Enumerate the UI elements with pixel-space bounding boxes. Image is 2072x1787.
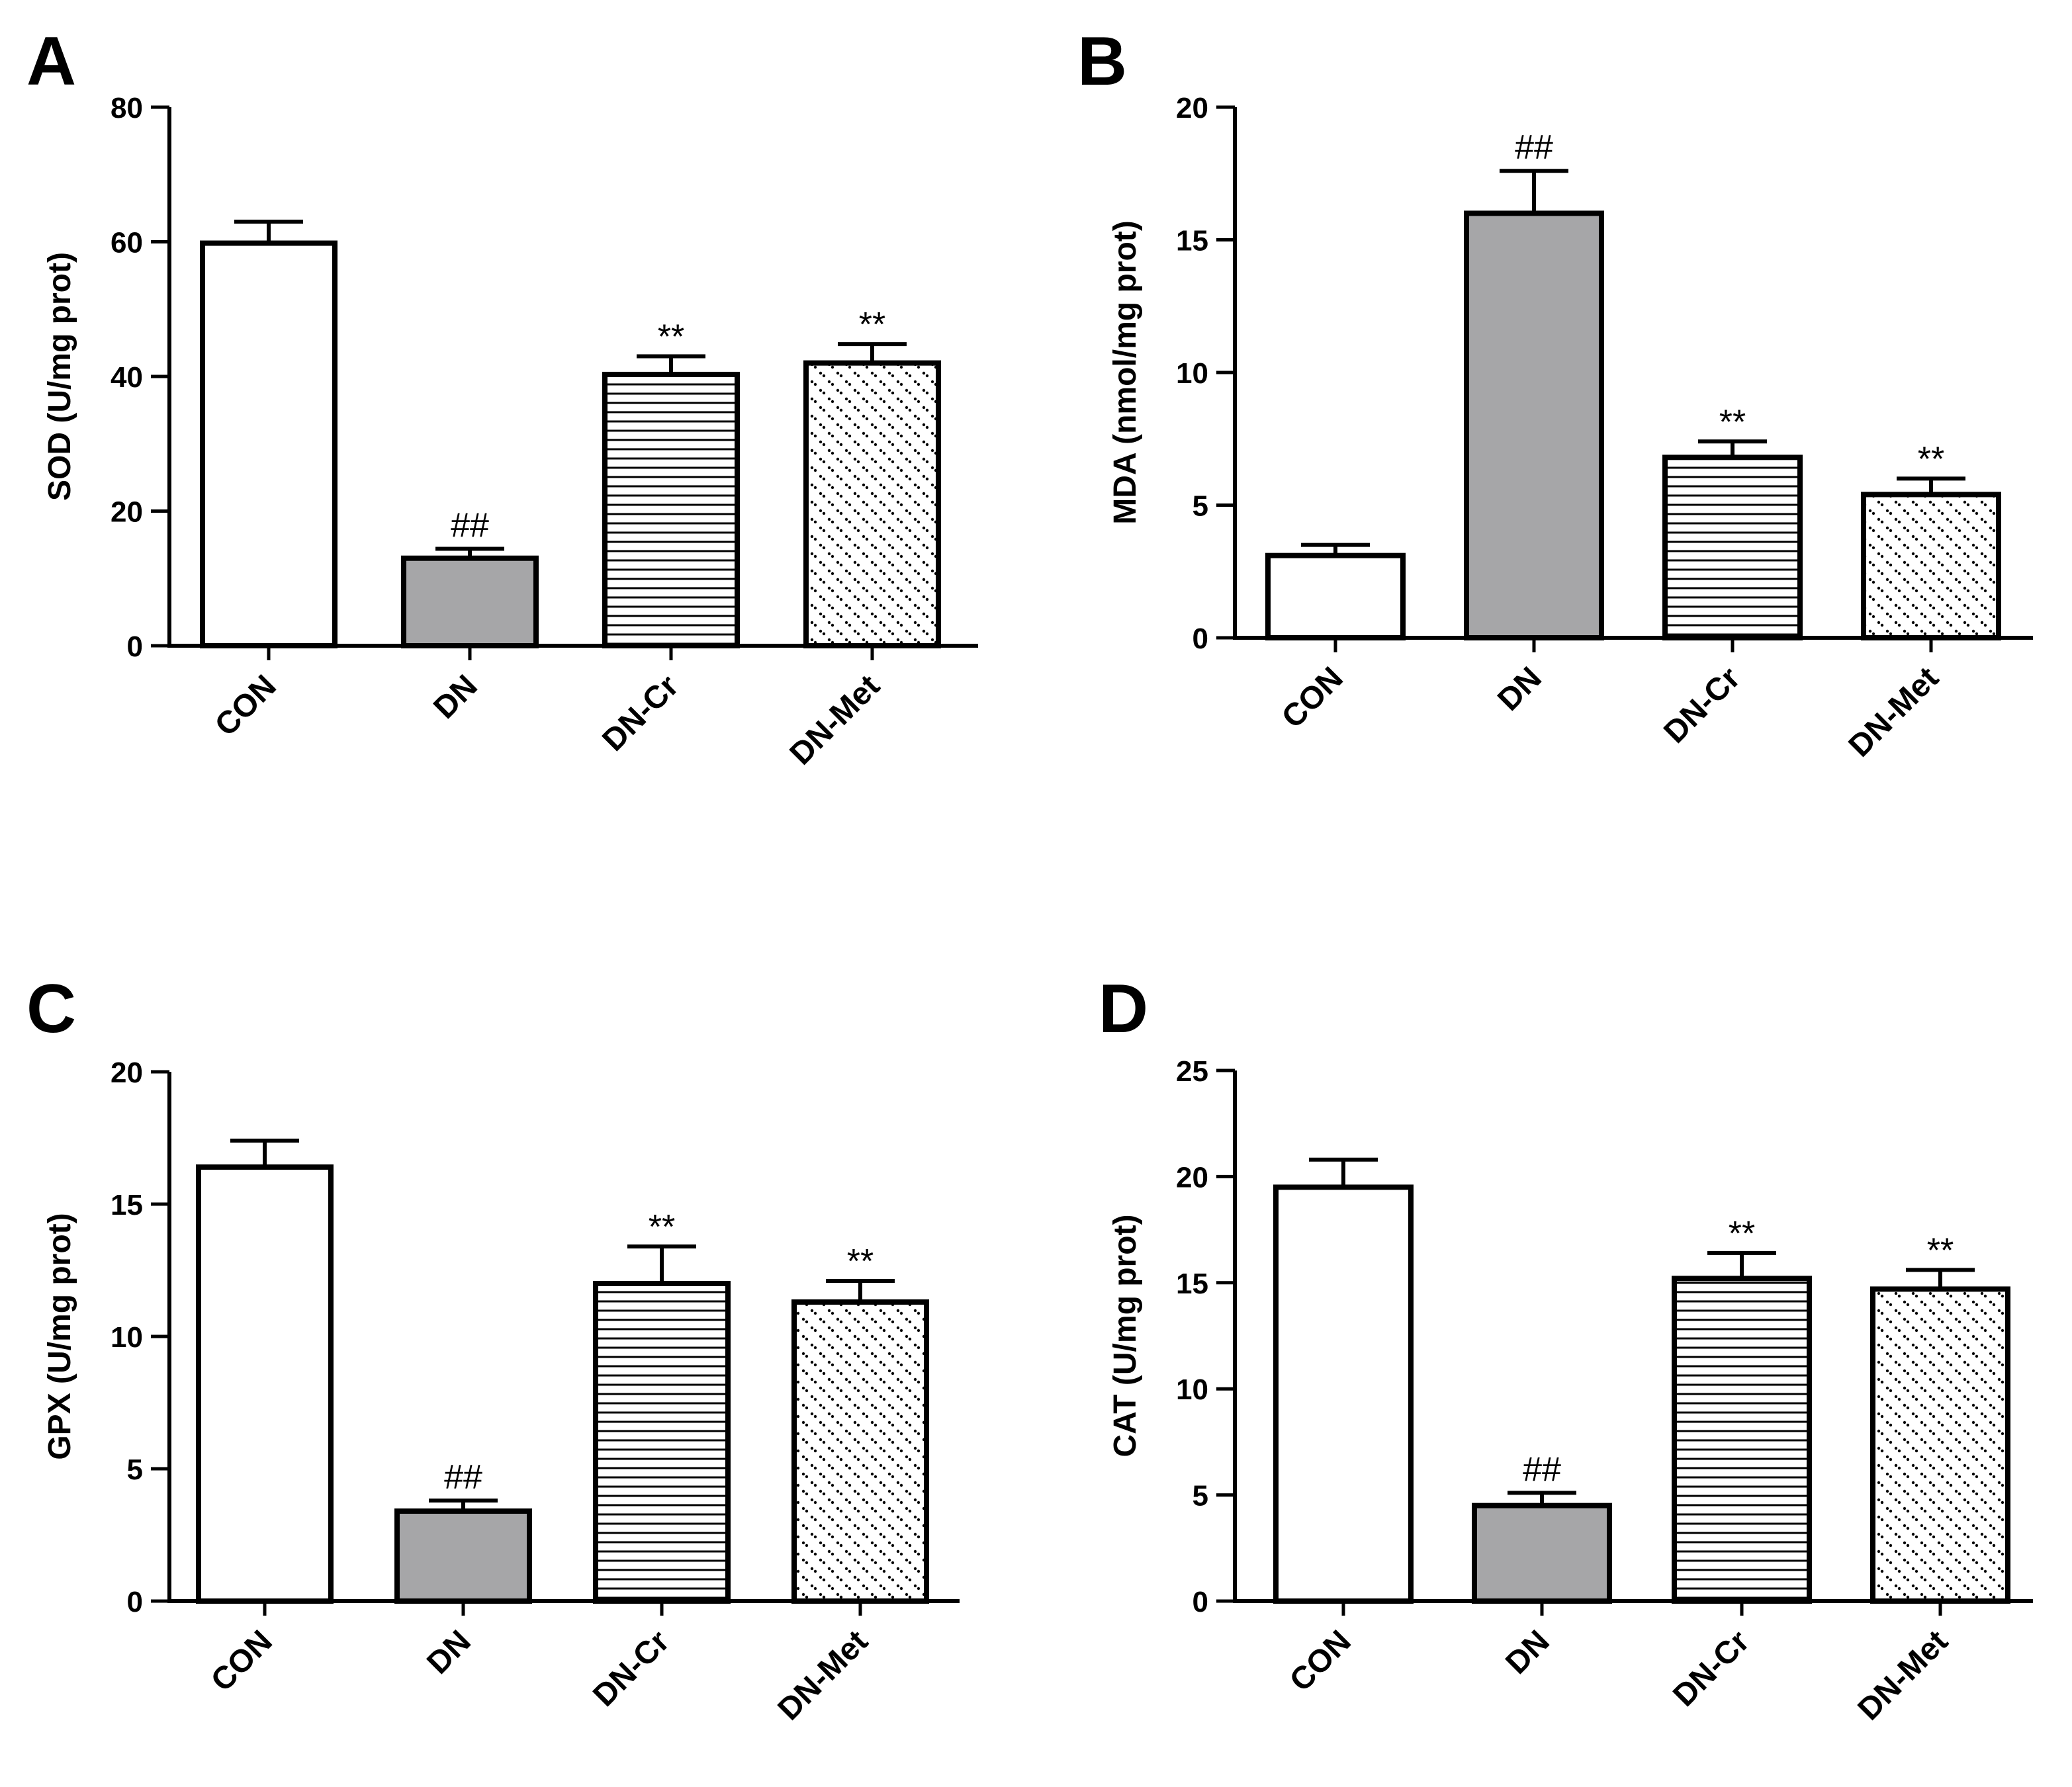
bar-dn-cr — [602, 371, 740, 648]
bar-dn-met — [803, 360, 941, 649]
x-category-label: CON — [204, 1624, 279, 1698]
significance-stars: ** — [1729, 1215, 1755, 1253]
significance-stars: ** — [1918, 440, 1944, 478]
y-tick-label: 20 — [1176, 1161, 1208, 1194]
significance-stars: ** — [859, 306, 885, 344]
x-category-label: DN — [1499, 1624, 1556, 1680]
y-tick-label: 0 — [1193, 623, 1208, 655]
significance-hash: ## — [444, 1458, 482, 1497]
y-tick-label: 15 — [1176, 225, 1208, 257]
significance-stars: ** — [1927, 1232, 1954, 1270]
y-tick-label: 15 — [1176, 1268, 1208, 1300]
x-category-label: CON — [1275, 660, 1350, 735]
y-axis-title: CAT (U/mg prot) — [1108, 1214, 1143, 1457]
bar-dn-met — [791, 1299, 929, 1604]
y-tick-label: 40 — [111, 361, 143, 394]
y-tick-label: 0 — [1193, 1586, 1208, 1618]
bar-dn — [1464, 210, 1604, 640]
panel-d: D 0 5 10 15 20 25 CAT (U/mg prot) CON ## DN ** DN-Cr… — [1099, 971, 2033, 1727]
significance-stars: ** — [649, 1208, 675, 1246]
y-tick-label: 0 — [127, 1586, 143, 1618]
x-category-label: CON — [208, 668, 283, 743]
x-category-label: DN-Cr — [586, 1624, 676, 1714]
panel-b: B 0 5 10 15 20 MDA (nmol/mg prot) CON ## DN ** DN-C… — [1077, 23, 2033, 764]
x-category-label: DN — [420, 1624, 477, 1680]
panel-c: C 0 5 10 15 20 GPX (U/mg prot) CON ## DN ** DN-Cr **… — [26, 971, 960, 1727]
y-tick-label: 20 — [1176, 92, 1208, 124]
bar-dn-cr — [1672, 1276, 1812, 1604]
y-tick-label: 5 — [1193, 490, 1208, 523]
y-tick-label: 20 — [111, 496, 143, 529]
y-tick-label: 80 — [111, 92, 143, 124]
y-tick-label: 0 — [127, 631, 143, 663]
significance-hash: ## — [1523, 1450, 1561, 1489]
bar-dn — [401, 555, 539, 648]
x-category-label: CON — [1283, 1624, 1358, 1698]
bar-con — [1273, 1184, 1414, 1604]
bar-dn-cr — [593, 1281, 731, 1604]
x-category-label: DN-Met — [1842, 660, 1946, 763]
bar-con — [196, 1164, 334, 1604]
y-tick-label: 15 — [111, 1189, 143, 1221]
x-category-label: DN-Met — [772, 1624, 875, 1727]
significance-stars: ** — [1719, 403, 1746, 441]
significance-hash: ## — [451, 506, 489, 545]
panel-label: C — [26, 971, 76, 1047]
x-category-label: DN — [1491, 660, 1548, 717]
y-tick-label: 10 — [1176, 357, 1208, 390]
x-category-label: DN-Cr — [596, 668, 686, 758]
bar-dn-met — [1861, 492, 2001, 641]
bar-dn-met — [1870, 1286, 2010, 1604]
panel-label: D — [1099, 971, 1148, 1047]
x-category-label: DN — [427, 668, 484, 725]
y-tick-label: 25 — [1176, 1055, 1208, 1088]
panel-label: A — [26, 23, 76, 100]
x-category-label: DN-Cr — [1657, 660, 1747, 750]
panel-label: B — [1077, 23, 1127, 100]
significance-stars: ** — [658, 318, 684, 356]
bar-dn — [1472, 1503, 1612, 1604]
significance-hash: ## — [1515, 128, 1553, 167]
y-tick-label: 10 — [1176, 1373, 1208, 1406]
significance-stars: ** — [847, 1242, 874, 1281]
bar-con — [1265, 552, 1406, 640]
panels: A 0 20 40 60 80 SOD (U/mg prot) CON ## DN ** DN-Cr *… — [26, 23, 2033, 1727]
y-tick-label: 5 — [127, 1454, 143, 1486]
bar-dn-cr — [1662, 455, 1803, 640]
bar-con — [200, 240, 338, 649]
x-category-label: DN-Met — [784, 668, 887, 771]
y-tick-label: 5 — [1193, 1480, 1208, 1512]
bar-dn — [394, 1508, 532, 1604]
panel-a: A 0 20 40 60 80 SOD (U/mg prot) CON ## DN ** DN-Cr *… — [26, 23, 978, 772]
x-category-label: DN-Cr — [1666, 1624, 1756, 1714]
y-axis-title: MDA (nmol/mg prot) — [1108, 220, 1143, 524]
y-tick-label: 60 — [111, 227, 143, 259]
y-tick-label: 20 — [111, 1057, 143, 1089]
y-axis-title: GPX (U/mg prot) — [42, 1213, 77, 1460]
x-category-label: DN-Met — [1852, 1624, 1955, 1727]
y-tick-label: 10 — [111, 1321, 143, 1354]
y-axis-title: SOD (U/mg prot) — [42, 252, 77, 501]
